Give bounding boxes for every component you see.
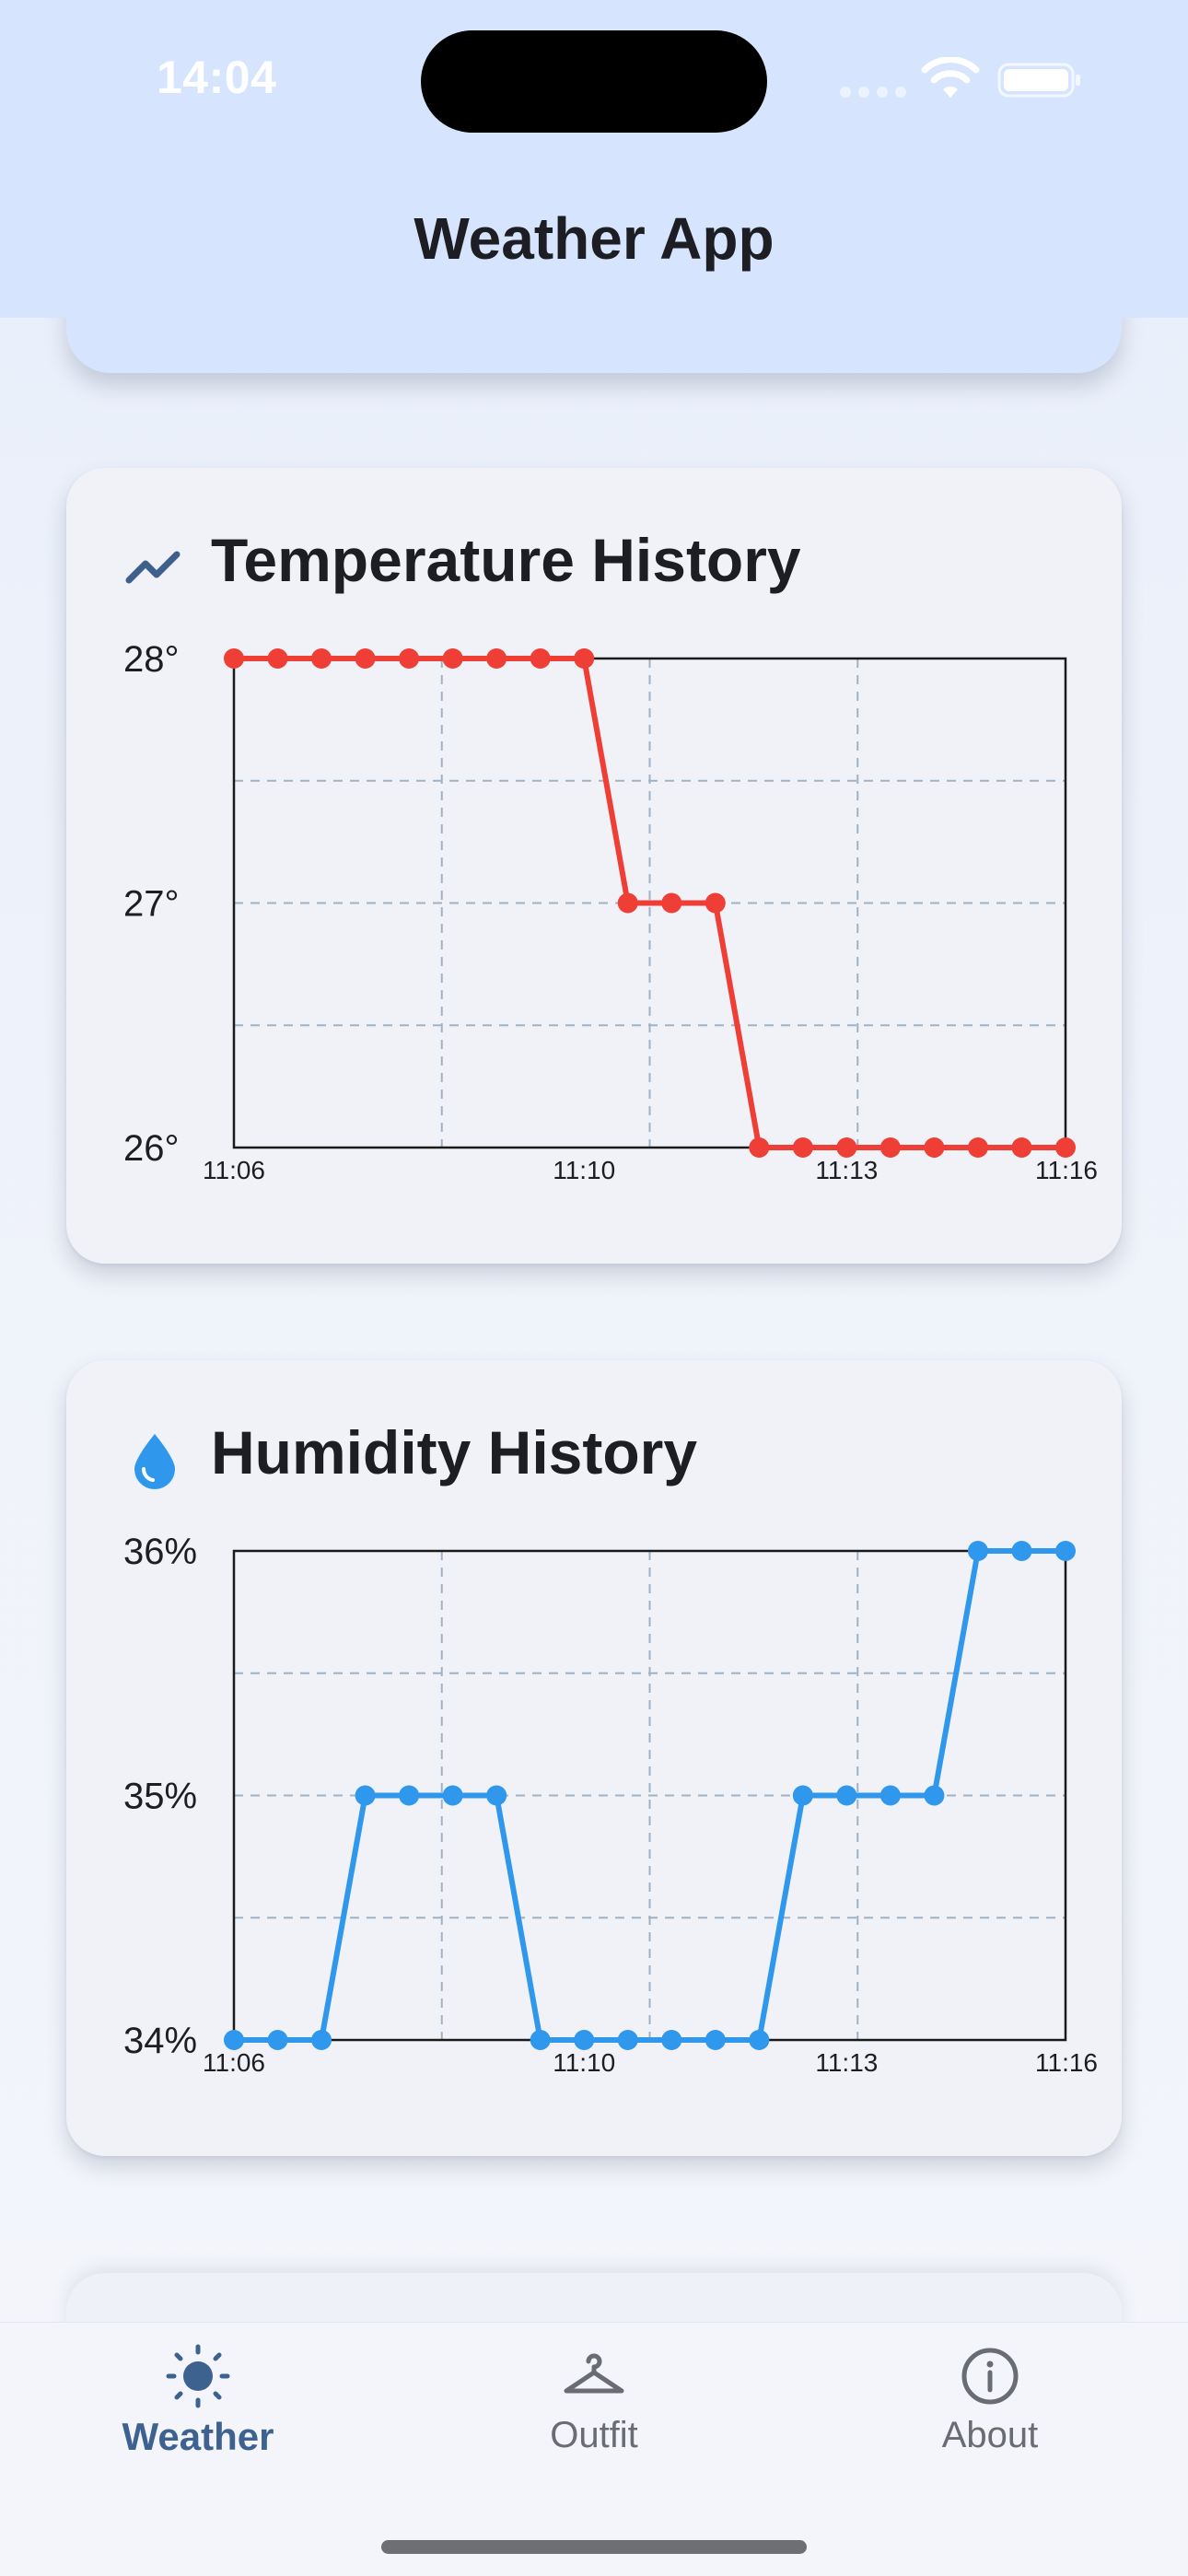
humidity-data-point bbox=[399, 1785, 420, 1806]
temperature-data-point bbox=[967, 1137, 988, 1158]
temperature-data-point bbox=[530, 648, 551, 669]
humidity-data-point bbox=[311, 2030, 332, 2050]
temperature-y-tick-label: 28° bbox=[123, 639, 180, 680]
humidity-x-tick-label: 11:13 bbox=[815, 2048, 878, 2077]
temperature-data-point bbox=[267, 648, 288, 669]
temperature-data-point bbox=[705, 892, 726, 914]
temperature-y-tick-label: 26° bbox=[123, 1128, 180, 1169]
page-title: Weather App bbox=[413, 205, 775, 272]
humidity-y-tick-label: 35% bbox=[123, 1777, 197, 1817]
humidity-data-point bbox=[705, 2030, 726, 2050]
temperature-data-point bbox=[879, 1137, 901, 1158]
humidity-data-point bbox=[749, 2030, 770, 2050]
temperature-x-tick-label: 11:10 bbox=[553, 1156, 615, 1184]
humidity-chart: 36% 35% 34%11:06 11:10 11:13 11:16 bbox=[123, 1532, 1098, 2077]
temperature-data-point bbox=[617, 892, 638, 914]
nav-tab-weather-label: Weather bbox=[122, 2415, 274, 2458]
temperature-history-title: Temperature History bbox=[211, 526, 801, 594]
home-indicator bbox=[381, 2540, 807, 2554]
humidity-data-point bbox=[879, 1785, 901, 1806]
temperature-chart: 28° 27° 26° 11:06 11:10 11:13 11:16 bbox=[123, 639, 1098, 1184]
bottom-navigation: Weather Outfit About bbox=[0, 2322, 1188, 2576]
humidity-data-point bbox=[442, 1785, 463, 1806]
temperature-data-point bbox=[355, 648, 376, 669]
nav-tab-about-label: About bbox=[941, 2415, 1039, 2455]
temperature-x-tick-label: 11:16 bbox=[1035, 1156, 1098, 1184]
humidity-data-point bbox=[924, 1785, 945, 1806]
humidity-data-point bbox=[661, 2030, 682, 2050]
temperature-data-point bbox=[224, 648, 244, 669]
humidity-data-point bbox=[836, 1785, 857, 1806]
sun-icon bbox=[166, 2344, 230, 2408]
humidity-history-card: Humidity History 36% 35% 34% 11:06 11:10 11:1… bbox=[66, 1360, 1122, 2156]
humidity-data-point bbox=[1011, 1541, 1032, 1561]
temperature-data-point bbox=[311, 648, 332, 669]
nav-tab-about[interactable]: About bbox=[852, 2323, 1128, 2507]
temperature-data-point bbox=[399, 648, 420, 669]
temperature-x-tick-label: 11:13 bbox=[815, 1156, 878, 1184]
wifi-icon bbox=[921, 57, 980, 98]
temperature-data-point bbox=[924, 1137, 945, 1158]
humidity-y-tick-label: 36% bbox=[123, 1532, 197, 1572]
dynamic-island bbox=[421, 30, 767, 133]
temperature-data-point bbox=[836, 1137, 857, 1158]
humidity-data-point bbox=[1055, 1541, 1076, 1561]
humidity-data-point bbox=[267, 2030, 288, 2050]
temperature-data-point bbox=[574, 648, 595, 669]
humidity-data-point bbox=[967, 1541, 988, 1561]
temperature-plot-border bbox=[232, 657, 1067, 1149]
water-drop-icon bbox=[134, 1434, 175, 1489]
temperature-data-point bbox=[1055, 1137, 1076, 1158]
humidity-data-point bbox=[574, 2030, 595, 2050]
nav-tab-outfit-label: Outfit bbox=[550, 2415, 638, 2455]
temperature-data-point bbox=[442, 648, 463, 669]
temperature-data-point bbox=[661, 892, 682, 914]
info-icon bbox=[961, 2348, 1019, 2405]
humidity-y-tick-label: 34% bbox=[123, 2021, 197, 2061]
humidity-history-title: Humidity History bbox=[211, 1418, 698, 1486]
humidity-data-point bbox=[530, 2030, 551, 2050]
hanger-icon bbox=[564, 2353, 624, 2394]
battery-icon bbox=[997, 63, 1080, 98]
temperature-data-point bbox=[792, 1137, 813, 1158]
temperature-data-point bbox=[1011, 1137, 1032, 1158]
temperature-history-card: Temperature History 28° 27° 26° 11:06 11:10 1… bbox=[66, 468, 1122, 1264]
humidity-x-tick-label: 11:10 bbox=[553, 2048, 615, 2077]
humidity-x-tick-label: 11:06 bbox=[203, 2048, 265, 2077]
app-header: 14:04 Weather App bbox=[0, 0, 1188, 318]
humidity-data-point bbox=[792, 1785, 813, 1806]
humidity-x-tick-label: 11:16 bbox=[1035, 2048, 1098, 2077]
temperature-data-point bbox=[749, 1137, 770, 1158]
humidity-data-point bbox=[355, 1785, 376, 1806]
status-bar-time: 14:04 bbox=[157, 52, 277, 103]
trending-up-icon bbox=[125, 551, 181, 584]
temperature-x-tick-label: 11:06 bbox=[203, 1156, 265, 1184]
humidity-data-point bbox=[617, 2030, 638, 2050]
temperature-data-point bbox=[486, 648, 507, 669]
nav-tab-outfit[interactable]: Outfit bbox=[456, 2323, 732, 2507]
cellular-signal-icon bbox=[840, 87, 906, 98]
humidity-data-point bbox=[486, 1785, 507, 1806]
humidity-data-point bbox=[224, 2030, 244, 2050]
temperature-y-tick-label: 27° bbox=[123, 884, 180, 925]
nav-tab-weather[interactable]: Weather bbox=[60, 2323, 336, 2507]
